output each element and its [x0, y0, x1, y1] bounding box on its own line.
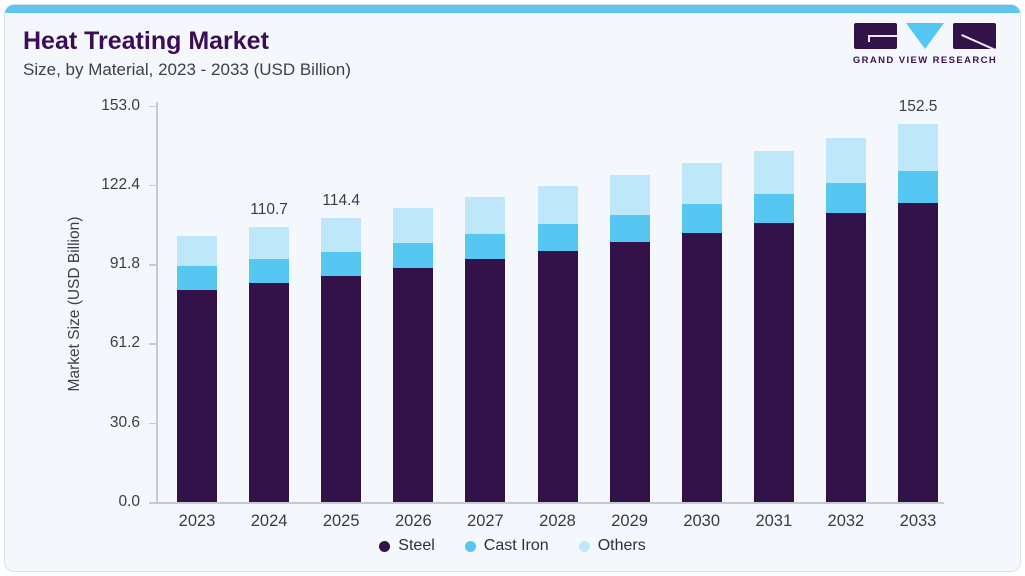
x-axis-label: 2024: [250, 512, 288, 530]
x-axis-label: 2023: [178, 512, 216, 530]
bar-segment-steel: [898, 202, 938, 502]
logo-v-triangle-icon: [906, 23, 944, 49]
bar-segment-others: [681, 162, 722, 205]
y-tick-label: 61.2: [109, 334, 140, 352]
bar-total-label: 152.5: [898, 97, 938, 115]
bar-segment-others: [898, 123, 938, 172]
bar-segment-steel: [681, 232, 722, 502]
legend-item-steel: Steel: [379, 537, 435, 555]
chart-legend: Steel Cast Iron Others: [5, 537, 1020, 555]
y-tick-mark: [149, 343, 156, 345]
bar-segment-others: [177, 236, 217, 267]
bar-segment-steel: [609, 242, 650, 502]
legend-swatch-icon: [379, 540, 391, 552]
bar-segment-others: [393, 208, 434, 243]
bar-total-label: 110.7: [250, 201, 288, 219]
x-axis-label: 2032: [827, 512, 865, 530]
bar-segment-steel: [249, 283, 290, 502]
chart-card: Heat Treating Market Size, by Material, …: [4, 4, 1021, 572]
stacked-bar-chart: Market Size (USD Billion) Steel Cast Iron…: [5, 5, 1020, 571]
bar-segment-cast-iron: [537, 224, 578, 252]
bar-segment-cast-iron: [681, 204, 722, 233]
bar-segment-steel: [177, 289, 217, 502]
bar-segment-cast-iron: [321, 251, 362, 276]
x-axis: [156, 502, 944, 504]
bar-segment-cast-iron: [249, 259, 290, 283]
x-axis-label: 2029: [611, 512, 648, 530]
bar-segment-steel: [321, 275, 362, 502]
logo-g-stroke: [868, 35, 897, 37]
legend-label: Cast Iron: [483, 537, 549, 554]
y-tick-label: 0.0: [118, 493, 140, 510]
bar-segment-steel: [393, 267, 434, 502]
y-tick-label: 122.4: [101, 175, 140, 193]
x-axis-label: 2026: [394, 512, 432, 530]
x-axis-label: 2031: [755, 512, 793, 530]
y-tick-mark: [149, 184, 156, 187]
bar-segment-others: [321, 218, 362, 252]
bar-segment-others: [825, 137, 866, 183]
y-tick-mark: [149, 502, 156, 504]
bar-total-label: 114.4: [322, 192, 361, 210]
y-tick-mark: [149, 105, 156, 107]
bar-segment-cast-iron: [898, 171, 938, 203]
y-tick-mark: [149, 264, 156, 266]
bar-segment-others: [465, 197, 506, 234]
x-axis-label: 2033: [899, 512, 937, 530]
y-tick-label: 91.8: [109, 255, 140, 273]
legend-swatch-icon: [578, 540, 590, 552]
bar-segment-others: [753, 150, 794, 194]
bar-segment-cast-iron: [177, 266, 217, 290]
bar-segment-cast-iron: [825, 182, 866, 214]
gvr-logo-marks: [850, 23, 1000, 50]
legend-swatch-icon: [464, 540, 476, 552]
bar-segment-steel: [825, 213, 866, 502]
logo-r-mark-icon: [953, 23, 996, 49]
y-axis-title: Market Size (USD Billion): [66, 216, 83, 392]
y-tick-label: 30.6: [109, 413, 140, 431]
legend-label: Steel: [398, 537, 435, 554]
y-tick-label: 153.0: [101, 96, 140, 114]
chart-title: Heat Treating Market: [23, 27, 269, 55]
bar-segment-others: [609, 174, 650, 215]
bar-segment-cast-iron: [393, 242, 434, 268]
bar-segment-others: [537, 186, 578, 225]
chart-subtitle: Size, by Material, 2023 - 2033 (USD Bill…: [23, 60, 351, 79]
bar-segment-cast-iron: [609, 214, 650, 243]
x-axis-label: 2028: [539, 512, 576, 530]
x-axis-label: 2025: [322, 512, 360, 530]
accent-strip: [5, 5, 1020, 13]
legend-item-cast-iron: Cast Iron: [464, 537, 549, 555]
legend-item-others: Others: [578, 537, 646, 555]
y-axis: [156, 101, 158, 503]
bar-segment-steel: [537, 251, 578, 502]
bar-segment-cast-iron: [465, 233, 506, 260]
y-tick-mark: [149, 422, 156, 425]
logo-text: GRAND VIEW RESEARCH: [852, 55, 998, 66]
logo-g-stroke-stub: [868, 35, 870, 42]
legend-label: Others: [597, 537, 646, 554]
x-axis-label: 2030: [683, 512, 721, 530]
x-axis-label: 2027: [467, 512, 504, 530]
bar-segment-cast-iron: [753, 193, 794, 224]
gvr-logo: GRAND VIEW RESEARCH: [850, 23, 1000, 66]
bar-segment-others: [249, 227, 290, 260]
bar-segment-steel: [753, 223, 794, 502]
logo-g-mark-icon: [854, 23, 897, 49]
bar-segment-steel: [465, 259, 506, 502]
